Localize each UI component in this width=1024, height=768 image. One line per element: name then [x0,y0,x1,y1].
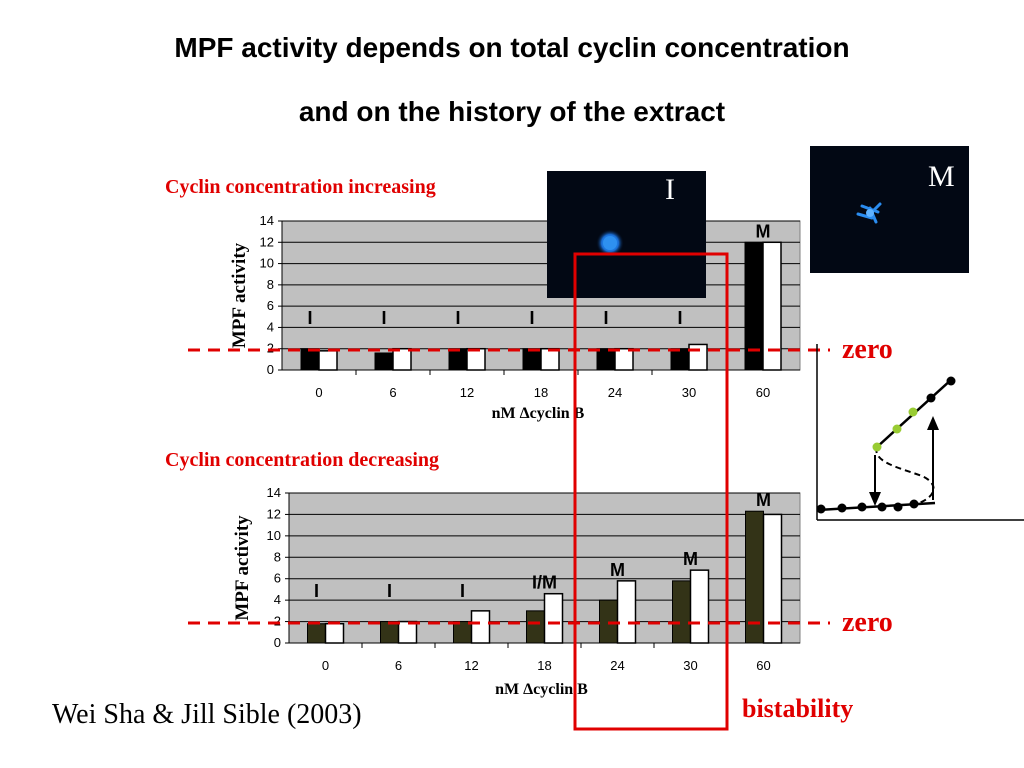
bar-series-2 [762,241,782,371]
phase-label: I/M [532,573,557,593]
y-tick-label: 8 [274,549,281,564]
y-axis-label: MPF activity [229,242,250,348]
phase-label: I [314,581,319,601]
y-tick-label: 8 [267,277,274,292]
bistability-label: bistability [742,694,854,723]
y-tick-label: 10 [267,528,281,543]
x-tick-label: 6 [389,385,396,400]
x-tick-label: 0 [315,385,322,400]
bistability-box [573,252,729,731]
y-tick-label: 14 [260,213,274,228]
y-tick-label: 12 [267,506,281,521]
x-tick-label: 18 [537,658,551,673]
y-tick-label: 6 [267,298,274,313]
x-tick-label: 60 [756,385,770,400]
phase-label: I [381,308,386,328]
y-tick-label: 10 [260,256,274,271]
bar-series-2 [762,513,783,644]
phase-label: M [756,221,771,241]
photo-i-label: I [665,173,675,206]
bar-series-2 [470,610,491,644]
phase-label: I [677,308,682,328]
phase-label: I [460,581,465,601]
phase-label: I [603,308,608,328]
y-tick-label: 12 [260,234,274,249]
zero-label-bottom: zero [842,607,893,638]
bar-series-2 [614,347,634,371]
bar-series-2 [689,569,710,644]
bar-series-2 [392,347,412,371]
x-tick-label: 24 [610,658,624,673]
phase-label: M [683,549,698,569]
y-tick-label: 4 [267,319,274,334]
bar-series-2 [616,580,637,644]
y-tick-label: 14 [267,485,281,500]
phase-label: I [387,581,392,601]
phase-label: I [307,308,312,328]
x-tick-label: 12 [464,658,478,673]
y-tick-label: 6 [274,571,281,586]
phase-label: M [610,560,625,580]
interphase-nucleus-icon [596,229,624,257]
zero-label-top: zero [842,334,893,365]
x-tick-label: 12 [460,385,474,400]
photo-m-label: M [928,160,955,193]
mitosis-chromosomes-photo: M [810,146,969,273]
phase-label: I [455,308,460,328]
bar-series-2 [543,592,564,644]
y-tick-label: 2 [274,614,281,629]
y-tick-label: 0 [267,362,274,377]
x-tick-label: 60 [756,658,770,673]
x-axis-label: nM Δcyclin B [492,405,585,422]
bistability-diagram [816,344,1024,521]
y-axis-label: MPF activity [232,515,253,621]
x-tick-label: 30 [683,658,697,673]
chart-1-title: Cyclin concentration increasing [165,176,436,198]
x-tick-label: 30 [682,385,696,400]
bar-series-2 [397,620,418,644]
x-tick-label: 6 [395,658,402,673]
chart-2-title: Cyclin concentration decreasing [165,449,440,471]
slide-title-line-1: MPF activity depends on total cyclin con… [174,32,850,63]
citation: Wei Sha & Jill Sible (2003) [52,699,362,730]
slide-title-line-2: and on the history of the extract [298,96,726,127]
x-axis-label: nM Δcyclin B [495,681,588,698]
y-tick-label: 0 [274,635,281,650]
x-tick-label: 18 [534,385,548,400]
mitotic-chromosomes-icon [856,202,882,224]
phase-label: I [529,308,534,328]
y-tick-label: 2 [267,341,274,356]
x-tick-label: 24 [608,385,622,400]
phase-label: M [756,490,771,510]
x-tick-label: 0 [322,658,329,673]
y-tick-label: 4 [274,592,281,607]
